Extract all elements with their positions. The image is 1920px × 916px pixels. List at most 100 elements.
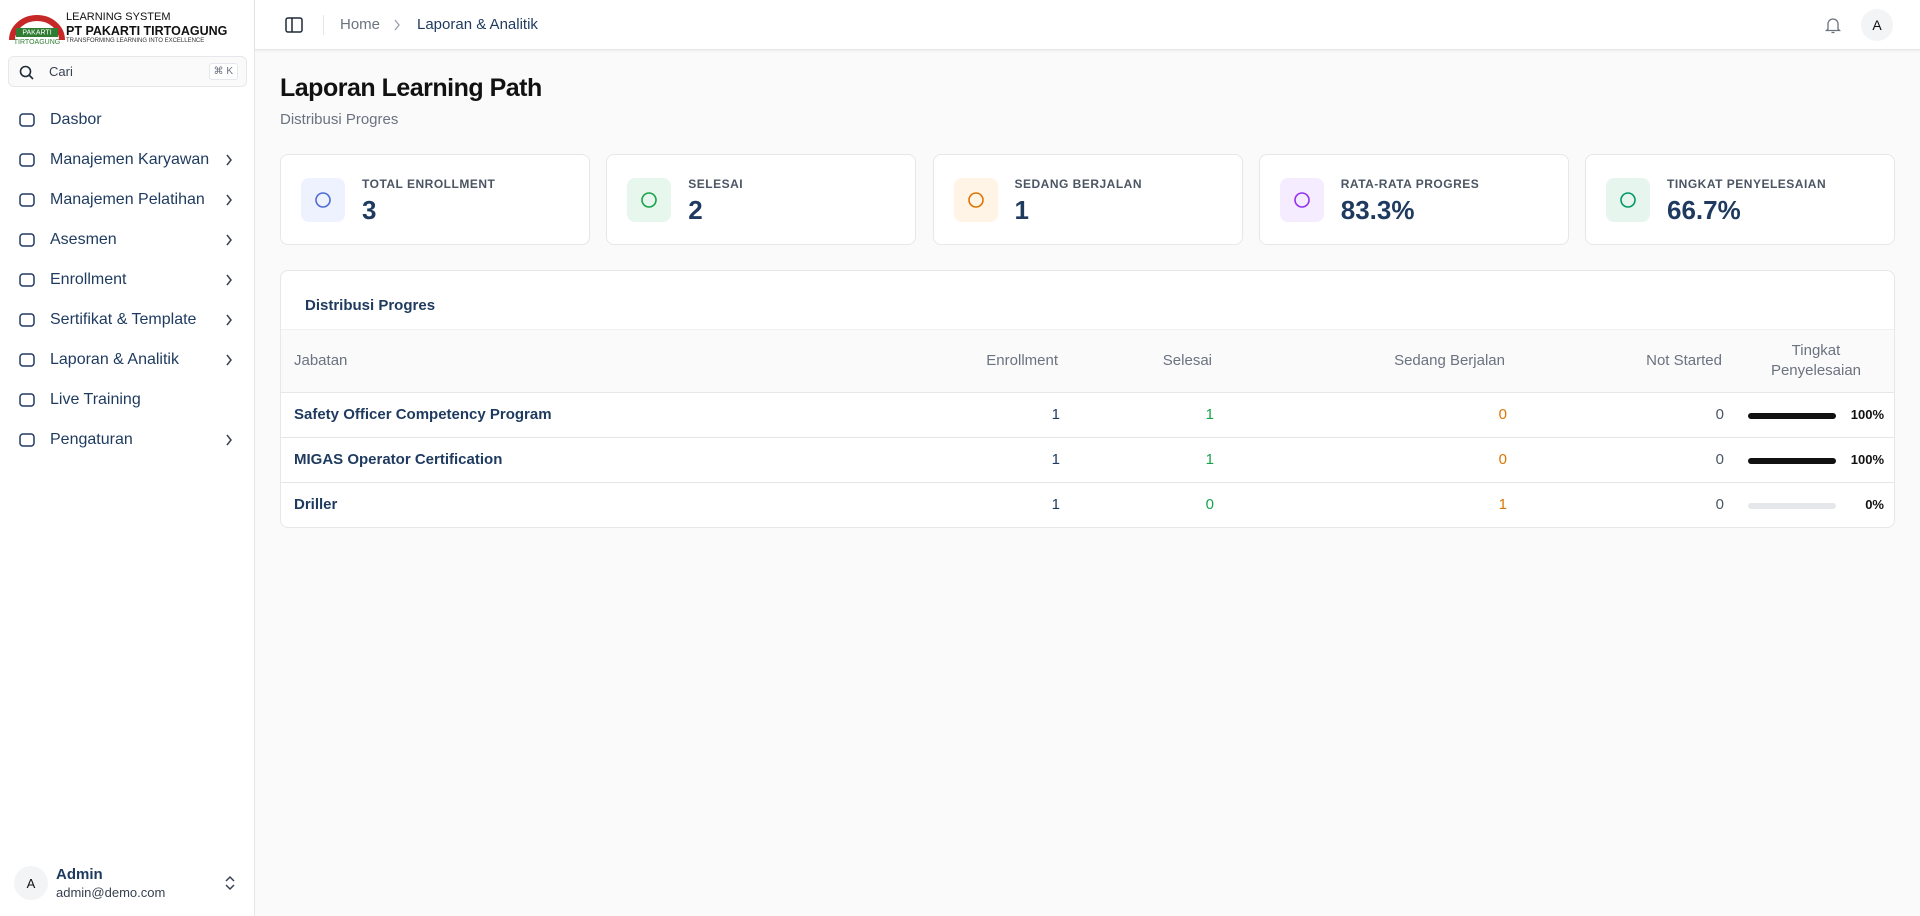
stat-label: TOTAL ENROLLMENT	[362, 177, 496, 191]
nav-item[interactable]: Enrollment	[10, 262, 245, 298]
nav-icon	[19, 433, 35, 447]
nav-label: Sertifikat & Template	[50, 311, 197, 328]
stat-value: 2	[688, 195, 703, 225]
header-avatar[interactable]: A	[1861, 9, 1893, 41]
row-name: MIGAS Operator Certification	[294, 451, 503, 468]
nav-item[interactable]: Laporan & Analitik	[10, 342, 245, 378]
stat-icon	[301, 178, 345, 222]
table-card: Distribusi Progres Jabatan Enrollment Sele…	[280, 270, 1895, 528]
sidebar-toggle[interactable]	[285, 17, 303, 33]
stat-value: 3	[362, 195, 377, 225]
progress-bar	[1748, 413, 1836, 419]
nav-item[interactable]: Live Training	[10, 382, 245, 418]
column-header: Jabatan	[294, 352, 348, 369]
nav-item[interactable]: Manajemen Karyawan	[10, 142, 245, 178]
cell-enrollment: 1	[1051, 496, 1060, 513]
cell-in-progress: 0	[1498, 406, 1507, 423]
search-placeholder: Cari	[49, 64, 73, 79]
stat-icon	[627, 178, 672, 222]
column-header: Selesai	[1162, 352, 1212, 369]
stat-card: SEDANG BERJALAN 1	[932, 154, 1243, 245]
stat-value: 1	[1014, 195, 1029, 225]
nav-icon	[19, 113, 35, 127]
nav-chevron	[226, 434, 232, 446]
page-subtitle: Distribusi Progres	[280, 111, 399, 128]
stat-card: TOTAL ENROLLMENT 3	[280, 154, 590, 245]
stat-label: RATA-RATA PROGRES	[1340, 177, 1480, 191]
breadcrumb-separator	[394, 19, 400, 31]
row-name: Driller	[294, 496, 338, 513]
nav-chevron	[226, 314, 232, 326]
page-title: Laporan Learning Path	[280, 74, 542, 102]
notification-button[interactable]	[1825, 16, 1841, 34]
breadcrumb-current: Laporan & Analitik	[417, 16, 538, 33]
progress-track	[1748, 503, 1836, 509]
nav-chevron	[226, 194, 232, 206]
stat-card: RATA-RATA PROGRES 83.3%	[1258, 154, 1569, 245]
divider	[323, 15, 324, 35]
completion-label: 100%	[1850, 407, 1884, 422]
stat-label: SEDANG BERJALAN	[1014, 177, 1143, 191]
user-email: admin@demo.com	[56, 885, 166, 900]
brand-tagline: TRANSFORMING LEARNING INTO EXCELLENCE	[66, 38, 205, 44]
user-name: Admin	[56, 866, 103, 883]
user-avatar: A	[14, 866, 48, 900]
search-box[interactable]: Cari ⌘ K	[8, 56, 247, 87]
cell-in-progress: 0	[1498, 451, 1507, 468]
nav-label: Manajemen Karyawan	[50, 151, 210, 168]
table-row: Safety Officer Competency Program 1 1 0 0 100…	[281, 393, 1894, 438]
progress-bar	[1748, 458, 1836, 464]
sidebar: PAKARTI TIRTOAGUNG LEARNING SYSTEM PT PA…	[0, 0, 255, 916]
user-menu-toggle[interactable]	[224, 875, 236, 891]
nav-chevron	[226, 234, 232, 246]
column-header: Tingkat Penyelesaian	[1770, 342, 1862, 379]
nav-chevron	[226, 274, 232, 286]
nav-label: Live Training	[50, 391, 141, 408]
row-name: Safety Officer Competency Program	[294, 406, 552, 423]
nav-label: Enrollment	[50, 271, 127, 288]
nav-item[interactable]: Pengaturan	[10, 422, 245, 458]
table-row: Driller 1 0 1 0 0%	[281, 483, 1894, 527]
nav-icon	[19, 393, 35, 407]
stat-glyph	[315, 192, 331, 208]
stat-card: SELESAI 2	[606, 154, 917, 245]
nav-label: Manajemen Pelatihan	[50, 191, 205, 208]
nav-icon	[19, 353, 35, 367]
column-header: Not Started	[1646, 352, 1722, 369]
search-icon	[19, 65, 34, 80]
cell-in-progress: 1	[1498, 496, 1507, 513]
table-title: Distribusi Progres	[305, 297, 436, 314]
cell-not-started: 0	[1715, 406, 1724, 423]
stat-card: TINGKAT PENYELESAIAN 66.7%	[1585, 154, 1895, 245]
stat-icon	[953, 178, 998, 222]
nav-icon	[19, 153, 35, 167]
brand-company: PT PAKARTI TIRTOAGUNG	[66, 24, 228, 38]
cell-not-started: 0	[1715, 451, 1724, 468]
stat-glyph	[967, 192, 984, 208]
cell-completed: 1	[1205, 406, 1214, 423]
cell-completed: 1	[1205, 451, 1214, 468]
table-row: MIGAS Operator Certification 1 1 0 0 100%	[281, 438, 1894, 483]
nav-item[interactable]: Sertifikat & Template	[10, 302, 245, 338]
completion-label: 100%	[1850, 452, 1884, 467]
stat-icon	[1606, 178, 1650, 222]
stat-glyph	[1293, 192, 1310, 208]
nav-label: Laporan & Analitik	[50, 351, 179, 368]
nav-item[interactable]: Manajemen Pelatihan	[10, 182, 245, 218]
cell-enrollment: 1	[1051, 451, 1060, 468]
stat-value: 83.3%	[1340, 195, 1415, 225]
nav-item[interactable]: Asesmen	[10, 222, 245, 258]
logo-top: PAKARTI	[22, 30, 51, 37]
nav-item[interactable]: Dasbor	[10, 102, 245, 138]
table-header	[281, 329, 1894, 393]
stat-label: TINGKAT PENYELESAIAN	[1667, 177, 1827, 191]
breadcrumb-link[interactable]: Home	[340, 16, 381, 33]
nav-label: Dasbor	[50, 111, 102, 128]
stat-icon	[1279, 178, 1324, 222]
logo: PAKARTI TIRTOAGUNG	[9, 15, 65, 46]
progress-track	[1748, 413, 1836, 419]
column-header: Enrollment	[986, 352, 1058, 369]
stat-glyph	[1620, 192, 1636, 208]
cell-not-started: 0	[1715, 496, 1724, 513]
